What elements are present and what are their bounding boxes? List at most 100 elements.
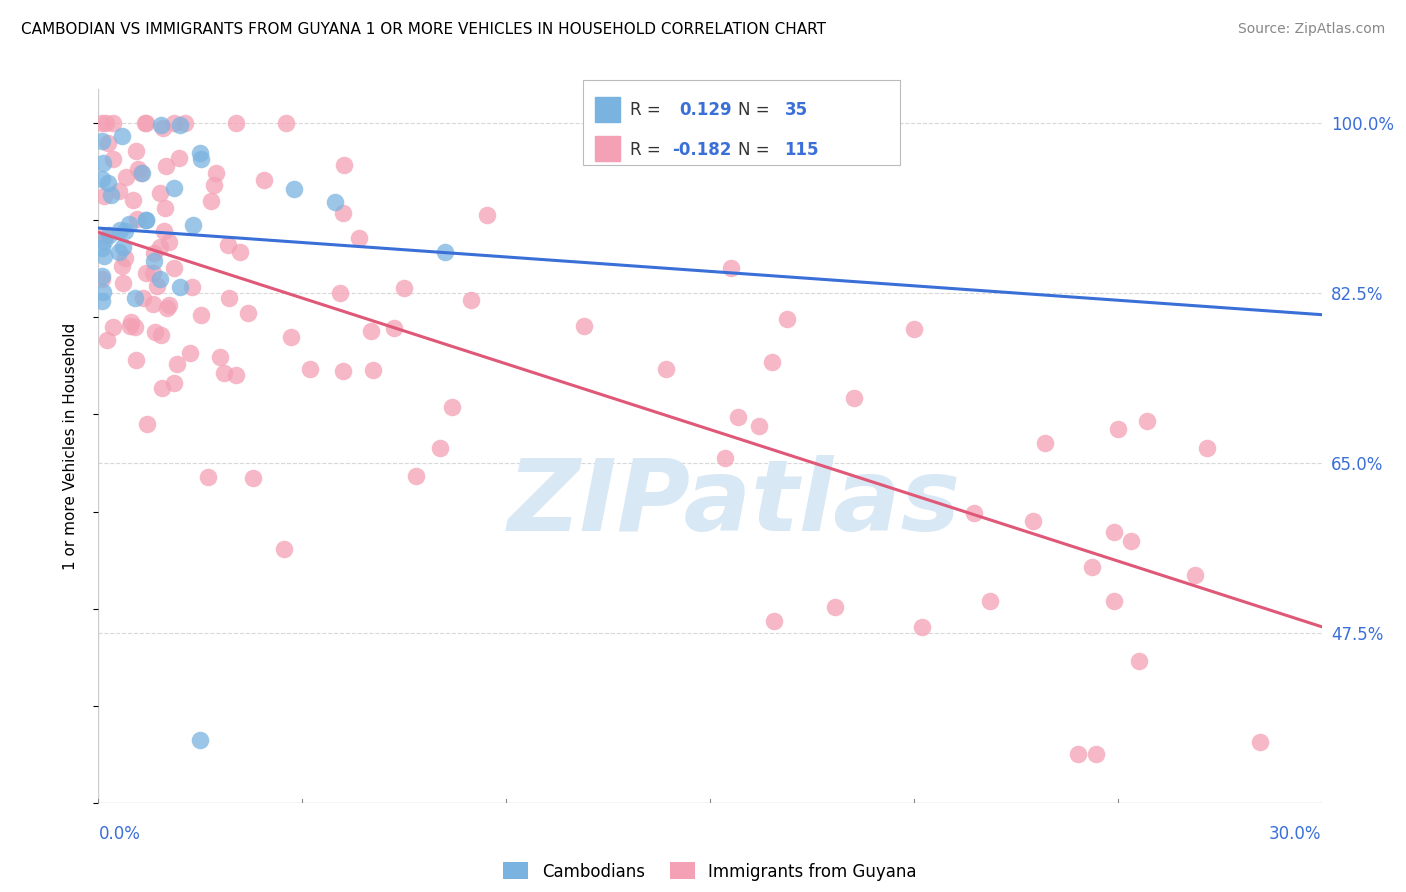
Point <box>143 245 166 260</box>
Point <box>122 193 145 207</box>
Point <box>714 450 737 465</box>
Text: R =: R = <box>630 101 666 119</box>
Point <box>283 182 305 196</box>
Point <box>460 293 482 307</box>
Text: 115: 115 <box>785 141 820 159</box>
Point <box>149 240 172 254</box>
Text: ZIPatlas: ZIPatlas <box>508 455 962 551</box>
Point <box>103 320 125 334</box>
Point <box>190 153 212 167</box>
Point <box>108 245 131 260</box>
Point <box>96 333 118 347</box>
Point <box>208 351 231 365</box>
Point <box>332 364 354 378</box>
Point <box>135 213 157 227</box>
Point <box>91 134 114 148</box>
Point <box>153 201 176 215</box>
Point <box>720 261 742 276</box>
Point <box>1104 524 1126 539</box>
Y-axis label: 1 or more Vehicles in Household: 1 or more Vehicles in Household <box>63 322 77 570</box>
Point <box>114 251 136 265</box>
Point <box>1033 436 1056 450</box>
Point <box>135 266 157 280</box>
Point <box>225 116 247 130</box>
Point <box>91 272 114 286</box>
Point <box>91 155 114 169</box>
Text: Source: ZipAtlas.com: Source: ZipAtlas.com <box>1237 22 1385 37</box>
Point <box>111 259 134 273</box>
Point <box>405 468 427 483</box>
Point <box>202 178 225 192</box>
Point <box>329 286 352 301</box>
Point <box>776 312 799 326</box>
Point <box>91 268 114 283</box>
Point <box>124 320 146 334</box>
Point <box>748 419 770 434</box>
Point <box>100 187 122 202</box>
Point <box>1022 514 1045 528</box>
Point <box>253 173 276 187</box>
Point <box>280 330 302 344</box>
Text: CAMBODIAN VS IMMIGRANTS FROM GUYANA 1 OR MORE VEHICLES IN HOUSEHOLD CORRELATION : CAMBODIAN VS IMMIGRANTS FROM GUYANA 1 OR… <box>21 22 827 37</box>
Point <box>146 278 169 293</box>
Point <box>727 409 749 424</box>
Point <box>655 361 678 376</box>
Point <box>93 235 115 249</box>
Point <box>298 362 321 376</box>
Point <box>169 151 191 165</box>
Point <box>157 298 180 312</box>
Point <box>229 245 252 260</box>
Point <box>824 599 846 614</box>
Point <box>152 224 174 238</box>
Point <box>114 223 136 237</box>
Point <box>332 158 354 172</box>
Point <box>111 128 134 143</box>
Point <box>156 301 179 316</box>
Point <box>97 136 120 150</box>
Point <box>169 279 191 293</box>
Point <box>142 297 165 311</box>
Text: 0.129: 0.129 <box>679 101 731 119</box>
Point <box>149 186 172 200</box>
Point <box>434 244 457 259</box>
Point <box>94 229 117 244</box>
Point <box>181 218 204 232</box>
Point <box>111 276 134 290</box>
Point <box>903 322 925 336</box>
Text: 0.0%: 0.0% <box>98 825 141 843</box>
Point <box>979 594 1001 608</box>
Point <box>1249 735 1271 749</box>
Point <box>143 325 166 339</box>
Point <box>188 146 212 161</box>
Point <box>91 241 114 255</box>
Point <box>218 291 240 305</box>
Point <box>763 614 786 628</box>
Point <box>1081 560 1104 574</box>
Point <box>963 506 986 520</box>
Point <box>163 116 186 130</box>
Point <box>155 159 177 173</box>
Point <box>181 280 204 294</box>
Point <box>101 152 124 166</box>
Point <box>174 116 197 130</box>
Point <box>136 417 159 432</box>
Point <box>1195 441 1218 455</box>
Point <box>114 169 136 184</box>
Point <box>125 211 148 226</box>
Point <box>276 116 298 130</box>
Point <box>149 272 172 286</box>
Point <box>120 315 142 329</box>
Point <box>150 381 173 395</box>
Point <box>360 324 382 338</box>
Point <box>91 116 114 130</box>
Point <box>163 181 186 195</box>
Point <box>93 189 115 203</box>
Point <box>94 116 117 130</box>
Point <box>120 319 142 334</box>
Point <box>382 320 405 334</box>
Point <box>1102 594 1125 608</box>
Point <box>169 118 191 132</box>
Point <box>150 328 173 343</box>
Point <box>236 306 259 320</box>
Point <box>97 176 120 190</box>
